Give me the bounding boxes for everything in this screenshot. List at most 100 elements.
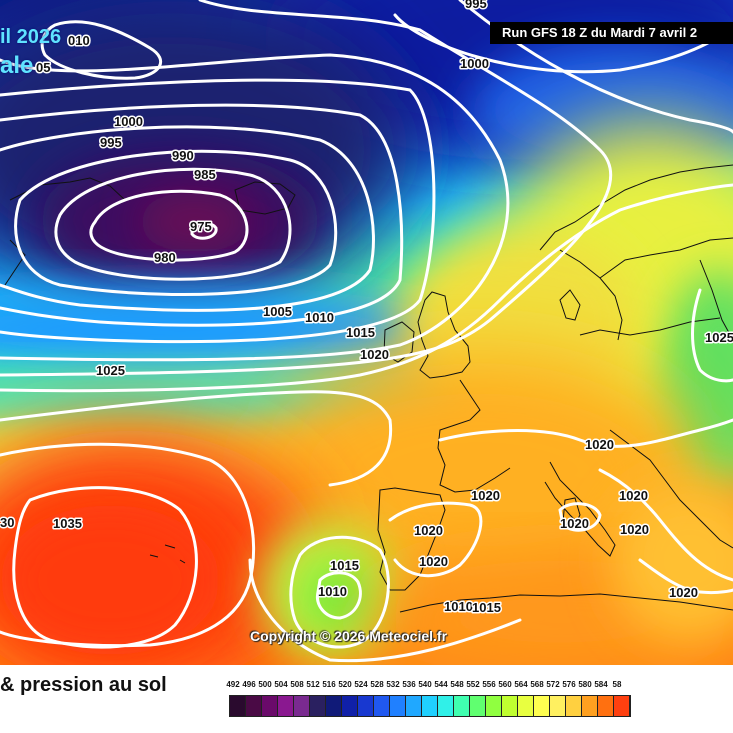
scale-label: 58 bbox=[612, 680, 622, 689]
isobar-980 bbox=[89, 189, 249, 262]
legend-title: & pression au sol bbox=[0, 674, 167, 696]
isobar-label: 1020 bbox=[669, 585, 698, 600]
isobar-label: 05 bbox=[36, 60, 50, 75]
isobar-990 bbox=[14, 149, 338, 297]
map-title-date: il 2026 bbox=[0, 26, 62, 48]
isobar-label: 1010 bbox=[444, 599, 473, 614]
scale-color-cell bbox=[262, 696, 278, 716]
scale-color-cell bbox=[534, 696, 550, 716]
isobar-1020-main bbox=[0, 183, 733, 393]
scale-label: 580 bbox=[578, 680, 592, 689]
north-africa-coast bbox=[399, 593, 733, 613]
isobar-1010-nw bbox=[40, 20, 163, 80]
scandinavia-coast bbox=[539, 164, 733, 341]
isobar-995 bbox=[0, 125, 375, 312]
scale-color-cell bbox=[486, 696, 502, 716]
isobar-label: 1025 bbox=[705, 330, 733, 345]
isobar-label: 1000 bbox=[460, 56, 489, 71]
isobar-label: 1000 bbox=[114, 114, 143, 129]
scale-color-cell bbox=[614, 696, 630, 716]
scale-color-cell bbox=[326, 696, 342, 716]
isobar-1010 bbox=[0, 53, 510, 362]
geopotential-map: 010 05 1000 1000 995 990 985 975 980 100… bbox=[0, 0, 733, 665]
isobar-label: 1020 bbox=[471, 488, 500, 503]
british-isles-coast bbox=[417, 291, 471, 379]
scale-label: 500 bbox=[258, 680, 272, 689]
isobar-label: 1010 bbox=[318, 584, 347, 599]
scale-color-cell bbox=[406, 696, 422, 716]
isobar-1020-iberia bbox=[388, 501, 483, 578]
isobar-label: 1015 bbox=[472, 600, 501, 615]
scale-label: 520 bbox=[338, 680, 352, 689]
scale-label: 524 bbox=[354, 680, 368, 689]
isobar-1020-east bbox=[638, 558, 733, 595]
scale-label: 540 bbox=[418, 680, 432, 689]
scale-color-cell bbox=[454, 696, 470, 716]
scale-color-cell bbox=[470, 696, 486, 716]
scale-color-cell bbox=[342, 696, 358, 716]
scale-color-cell bbox=[278, 696, 294, 716]
isobar-1010-low bbox=[315, 571, 362, 620]
sardinia-corsica-coast bbox=[562, 497, 581, 531]
scale-color-cell bbox=[550, 696, 566, 716]
iceland-coast bbox=[234, 181, 296, 215]
isobar-label: 010 bbox=[68, 33, 90, 48]
isobar-label: 980 bbox=[154, 250, 176, 265]
scale-color-cell bbox=[422, 696, 438, 716]
isobar-label: 1020 bbox=[414, 523, 443, 538]
scale-label: 508 bbox=[290, 680, 304, 689]
scale-label: 572 bbox=[546, 680, 560, 689]
scale-color-cell bbox=[246, 696, 262, 716]
color-scale-bar bbox=[229, 695, 631, 717]
denmark-coast bbox=[559, 289, 581, 321]
run-title-banner: Run GFS 18 Z du Mardi 7 avril 2 bbox=[490, 22, 733, 44]
isobar-1015-low bbox=[289, 535, 390, 649]
scale-color-cell bbox=[230, 696, 246, 716]
isobar-985 bbox=[54, 167, 292, 281]
scale-label: 536 bbox=[402, 680, 416, 689]
isobars bbox=[0, 0, 733, 661]
isobar-975 bbox=[190, 221, 218, 240]
map-title-variable: ale bbox=[0, 52, 34, 79]
scale-label: 584 bbox=[594, 680, 608, 689]
isobar-label: 1020 bbox=[360, 347, 389, 362]
legend-footer: & pression au sol 492 496 500 504 508 512 516 5… bbox=[0, 665, 733, 733]
scale-label: 492 bbox=[226, 680, 240, 689]
coastlines bbox=[4, 164, 733, 613]
scale-color-cell bbox=[438, 696, 454, 716]
canaries-coast bbox=[149, 544, 186, 564]
scale-label: 552 bbox=[466, 680, 480, 689]
scale-color-cell bbox=[390, 696, 406, 716]
isobar-1020-sardinia bbox=[558, 502, 602, 532]
france-coast bbox=[437, 379, 511, 493]
scale-label: 504 bbox=[274, 680, 288, 689]
isobar-1000-west bbox=[0, 103, 404, 327]
isobar-1025-atlantic bbox=[0, 390, 393, 487]
scale-label: 496 bbox=[242, 680, 256, 689]
baltic-coast bbox=[579, 317, 721, 336]
isobar-label: 1015 bbox=[346, 325, 375, 340]
isobar-label: 1020 bbox=[619, 488, 648, 503]
isobar-label: 1020 bbox=[620, 522, 649, 537]
isobar-1020-france bbox=[438, 418, 733, 448]
isobar-label: 995 bbox=[465, 0, 487, 11]
scale-color-cell bbox=[598, 696, 614, 716]
isobar-labels: 010 05 1000 1000 995 990 985 975 980 100… bbox=[0, 0, 733, 617]
scale-label: 548 bbox=[450, 680, 464, 689]
scale-color-cell bbox=[358, 696, 374, 716]
scale-color-cell bbox=[374, 696, 390, 716]
isobar-label: 975 bbox=[190, 219, 212, 234]
isobar-label: 985 bbox=[194, 167, 216, 182]
scale-label: 560 bbox=[498, 680, 512, 689]
isobar-1020-med bbox=[598, 468, 733, 582]
isobar-label: 1005 bbox=[263, 304, 292, 319]
isobar-label: 995 bbox=[100, 135, 122, 150]
isobar-1035 bbox=[12, 486, 198, 649]
scale-color-cell bbox=[294, 696, 310, 716]
isobar-label: 1025 bbox=[96, 363, 125, 378]
scale-label: 564 bbox=[514, 680, 528, 689]
isobar-1005 bbox=[0, 78, 436, 344]
isobar-1025-east bbox=[691, 288, 733, 383]
isobar-label: 1015 bbox=[330, 558, 359, 573]
scale-label: 528 bbox=[370, 680, 384, 689]
